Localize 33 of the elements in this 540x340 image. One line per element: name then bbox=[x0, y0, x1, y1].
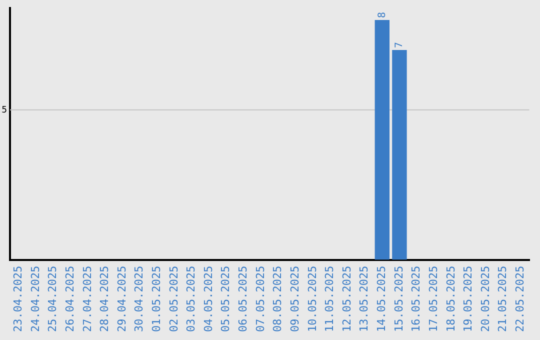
x-tick-label: 26.04.2025 bbox=[63, 266, 76, 332]
x-tick-label: 20.05.2025 bbox=[478, 266, 492, 332]
x-tick-label: 12.05.2025 bbox=[340, 266, 354, 332]
x-tick-label: 24.04.2025 bbox=[28, 266, 42, 332]
x-tick-label: 19.05.2025 bbox=[462, 266, 475, 332]
x-tick-label: 29.04.2025 bbox=[115, 266, 128, 332]
x-tick-label: 30.04.2025 bbox=[132, 266, 146, 332]
x-tick-label: 21.05.2025 bbox=[496, 266, 510, 332]
x-tick-label: 01.05.2025 bbox=[150, 266, 163, 332]
data-label: 8 bbox=[376, 12, 388, 18]
x-tick-label: 14.05.2025 bbox=[375, 266, 388, 332]
x-tick-label: 11.05.2025 bbox=[323, 266, 336, 332]
x-tick-label: 06.05.2025 bbox=[236, 266, 250, 332]
x-tick-label: 22.05.2025 bbox=[513, 266, 526, 332]
x-tick-label: 02.05.2025 bbox=[167, 266, 180, 332]
x-tick-label: 17.05.2025 bbox=[426, 266, 440, 332]
ref-line-label: 5 bbox=[2, 105, 7, 116]
x-tick-label: 03.05.2025 bbox=[184, 266, 198, 332]
x-tick-label: 04.05.2025 bbox=[202, 266, 215, 332]
x-tick-label: 09.05.2025 bbox=[288, 266, 302, 332]
x-tick-label: 28.04.2025 bbox=[98, 266, 112, 332]
x-tick-label: 18.05.2025 bbox=[444, 266, 458, 332]
x-tick-label: 05.05.2025 bbox=[219, 266, 232, 332]
x-tick-label: 15.05.2025 bbox=[392, 266, 406, 332]
x-tick-label: 10.05.2025 bbox=[306, 266, 319, 332]
x-tick-label: 25.04.2025 bbox=[46, 266, 60, 332]
x-tick-label: 27.04.2025 bbox=[80, 266, 94, 332]
x-tick-label: 23.04.2025 bbox=[12, 266, 25, 332]
x-tick-label: 13.05.2025 bbox=[358, 266, 371, 332]
x-tick-label: 07.05.2025 bbox=[254, 266, 267, 332]
x-tick-label: 08.05.2025 bbox=[271, 266, 284, 332]
data-label: 7 bbox=[394, 42, 406, 48]
x-tick-label: 16.05.2025 bbox=[410, 266, 423, 332]
